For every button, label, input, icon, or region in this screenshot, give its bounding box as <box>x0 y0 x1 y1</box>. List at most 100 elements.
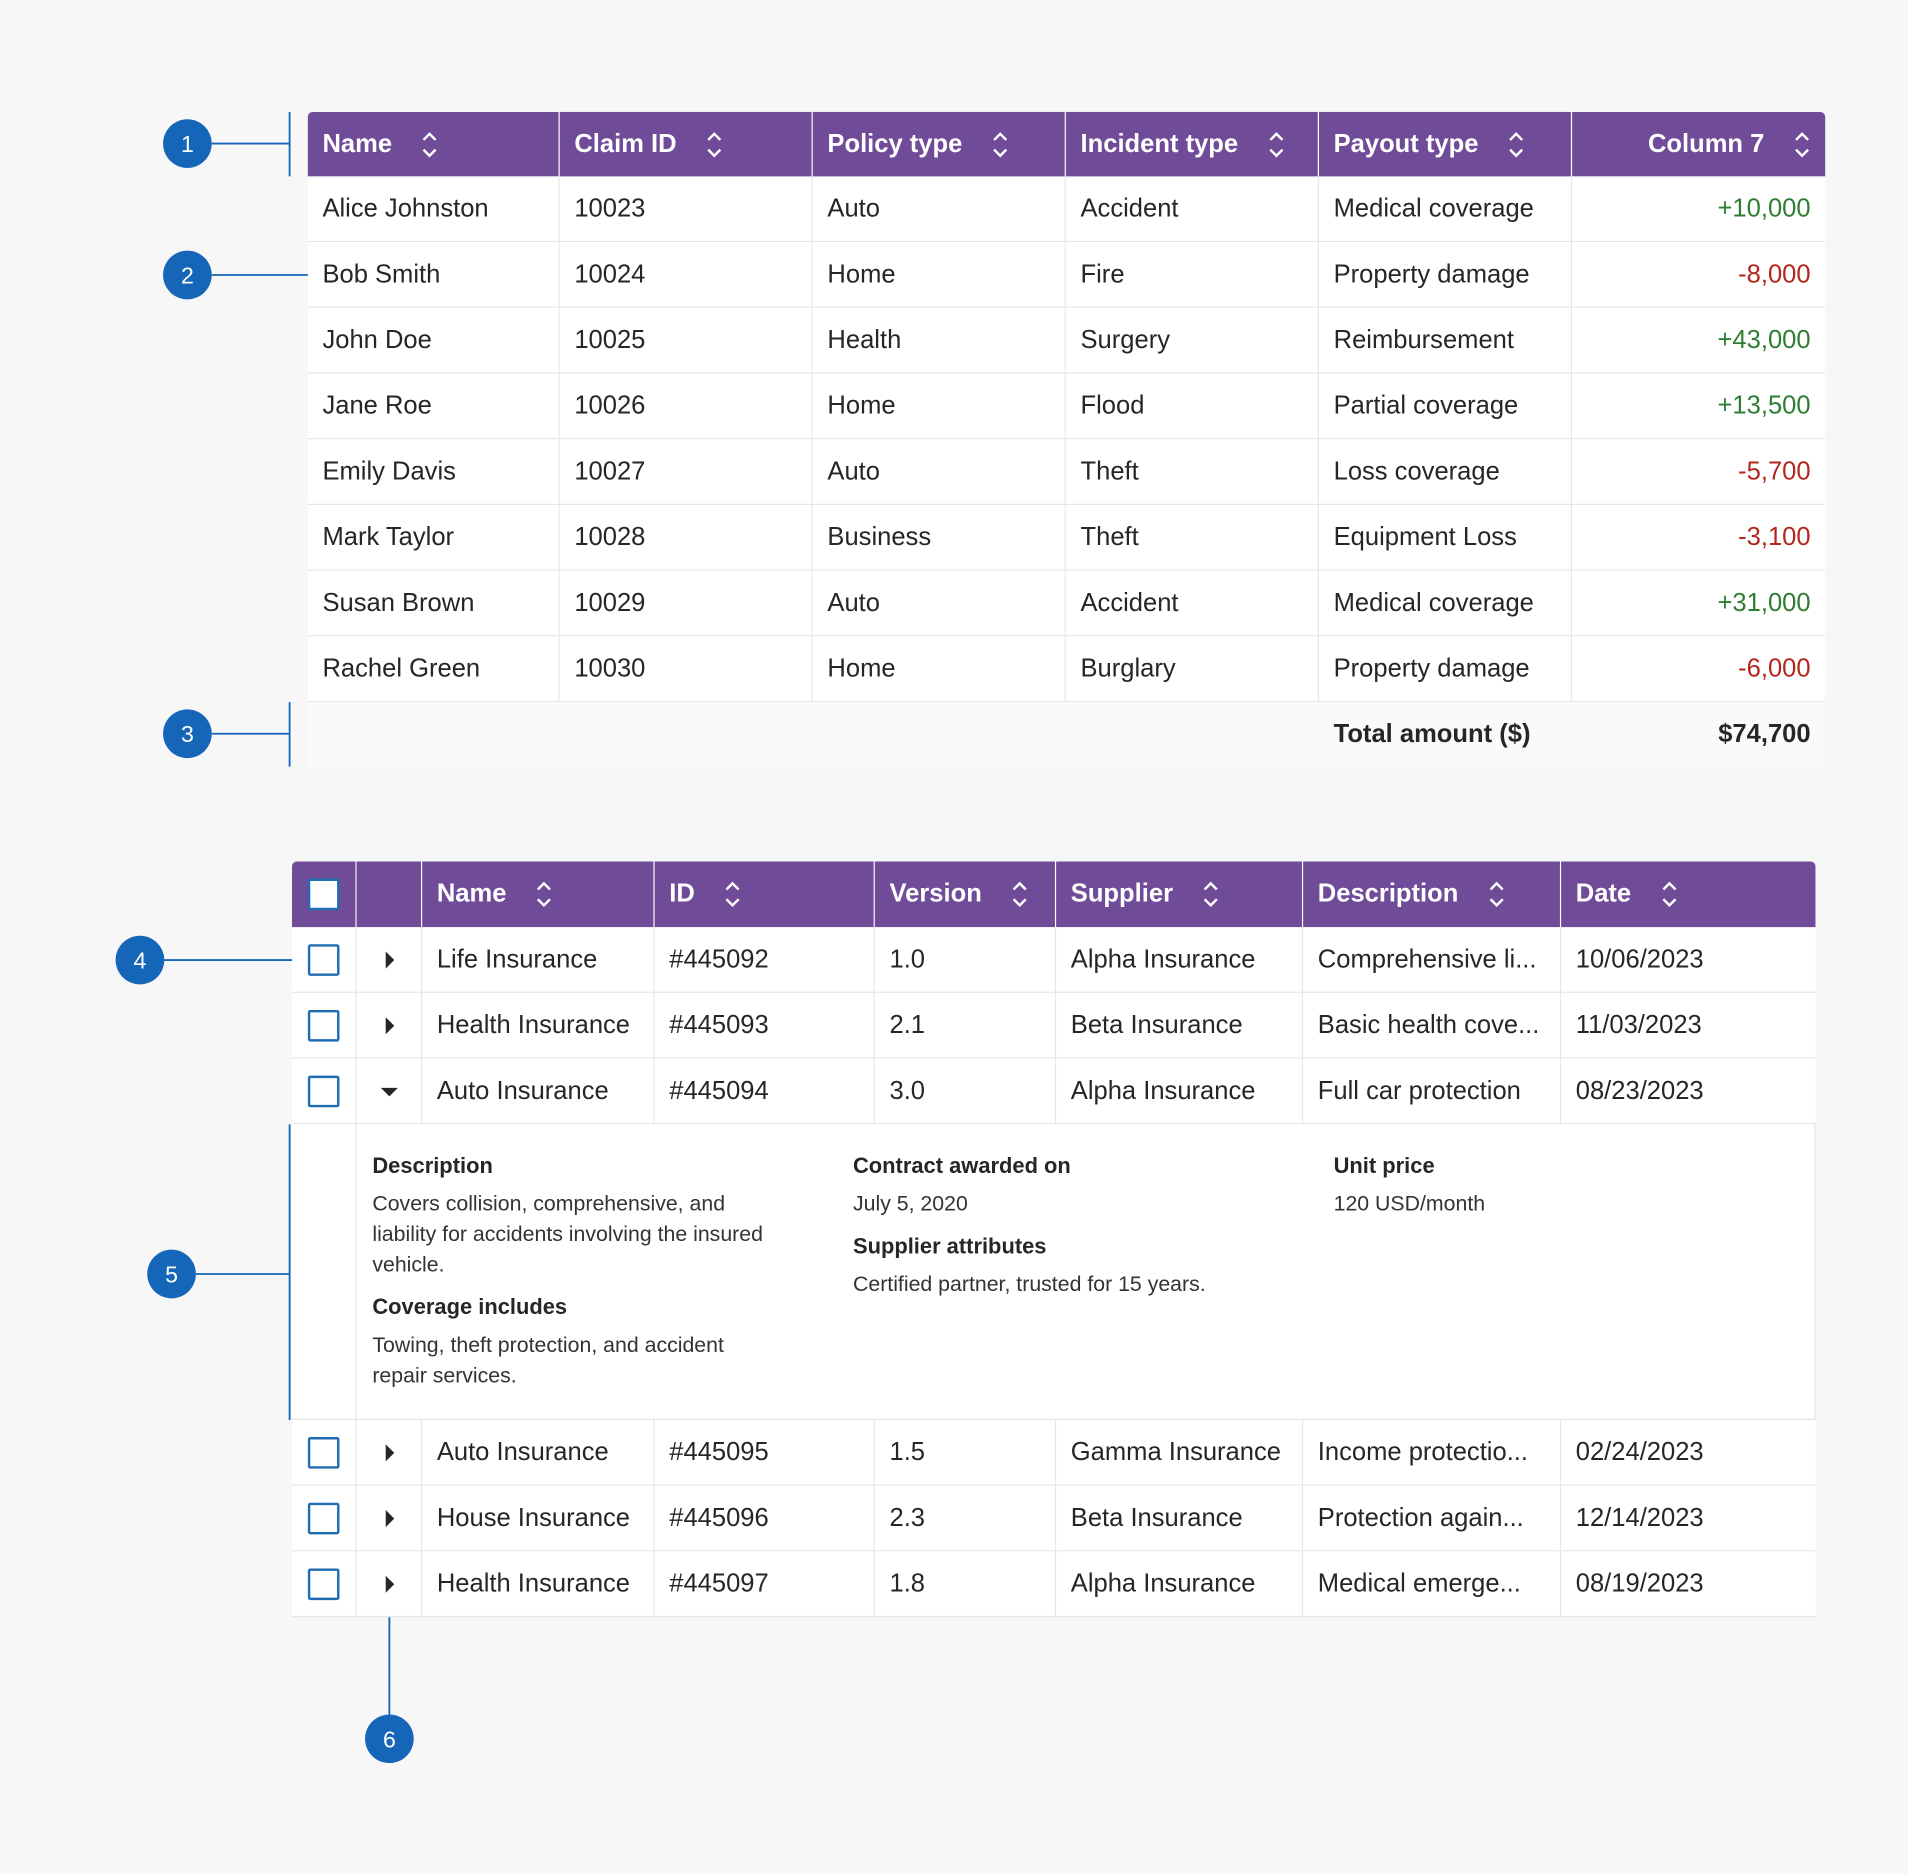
footer-label: Total amount ($) <box>1333 719 1531 748</box>
header-label: Name <box>436 879 507 908</box>
callout-badge <box>147 1249 196 1299</box>
expand-toggle[interactable] <box>379 1443 398 1462</box>
sort-icon[interactable] <box>1794 130 1811 159</box>
sort-icon[interactable] <box>1202 880 1219 909</box>
column-header[interactable]: Name <box>422 861 655 928</box>
column-header[interactable]: Version <box>874 861 1057 928</box>
callout-number: 5 <box>165 1262 178 1288</box>
expand-toggle[interactable] <box>379 1015 398 1034</box>
sort-down <box>1795 148 1810 157</box>
table-cell: Alpha Insurance <box>1056 1551 1304 1618</box>
column-header[interactable]: Date <box>1561 861 1816 928</box>
row-checkbox[interactable] <box>307 1009 340 1041</box>
table-cell: 2.3 <box>874 1485 1057 1552</box>
table-cell: Burglary <box>1065 636 1320 703</box>
table-cell: 10027 <box>559 439 813 505</box>
callout-number: 6 <box>383 1726 396 1752</box>
table-cell: Accident <box>1065 176 1320 243</box>
sort-up <box>1268 131 1283 141</box>
table-cell: 1.8 <box>874 1551 1057 1618</box>
caret <box>385 950 394 968</box>
table-cell: Mark Taylor <box>307 504 560 571</box>
expand-cell <box>356 1420 423 1486</box>
sort-icon[interactable] <box>421 130 438 159</box>
select-all-header <box>292 861 357 928</box>
sort-icon[interactable] <box>706 130 723 159</box>
table-cell: Auto <box>812 570 1066 637</box>
table-cell: Partial coverage <box>1319 373 1573 440</box>
table-cell: Beta Insurance <box>1056 1485 1304 1552</box>
sort-icon[interactable] <box>724 880 741 909</box>
column-header[interactable]: Payout type <box>1319 111 1573 177</box>
table-cell: 02/24/2023 <box>1561 1420 1816 1486</box>
column-header[interactable]: Supplier <box>1056 861 1304 928</box>
table-cell: Alpha Insurance <box>1056 1058 1304 1125</box>
header-label: Version <box>889 879 982 908</box>
caret <box>385 1016 394 1034</box>
sort-icon[interactable] <box>1508 130 1525 159</box>
sort-icon[interactable] <box>1267 130 1284 159</box>
expand-toggle[interactable] <box>379 950 398 969</box>
table-cell: -6,000 <box>1572 636 1826 703</box>
table-cell: Full car protection <box>1303 1058 1562 1125</box>
table-cell: Surgery <box>1065 307 1320 374</box>
table-cell: Accident <box>1065 570 1320 637</box>
table-cell: Medical coverage <box>1319 570 1573 637</box>
header-label: Date <box>1575 879 1632 908</box>
table-cell: 08/19/2023 <box>1561 1551 1816 1618</box>
sort-up <box>537 881 552 891</box>
column-header[interactable]: Policy type <box>812 111 1066 177</box>
sort-icon[interactable] <box>536 880 553 909</box>
sort-icon[interactable] <box>1488 880 1505 909</box>
table-cell: 10026 <box>559 373 813 440</box>
expand-toggle[interactable] <box>379 1508 398 1527</box>
table-cell: Health <box>812 307 1066 374</box>
row-checkbox[interactable] <box>307 1436 340 1469</box>
detail-title: Description <box>372 1153 493 1178</box>
column-header[interactable]: Incident type <box>1065 111 1320 177</box>
table-cell: Home <box>812 636 1066 703</box>
table-cell: Equipment Loss <box>1319 504 1573 571</box>
detail-column: Unit price 120 USD/month <box>1334 1154 1736 1234</box>
sort-up <box>1661 881 1676 891</box>
table-cell: #445095 <box>654 1420 875 1486</box>
callout-badge <box>163 709 212 759</box>
table-cell: Medical emerge... <box>1303 1551 1562 1618</box>
expand-cell <box>356 927 423 993</box>
column-header[interactable]: Description <box>1303 861 1562 928</box>
table-cell: 1.5 <box>874 1420 1057 1486</box>
sort-icon[interactable] <box>1011 880 1028 909</box>
table-cell: 11/03/2023 <box>1561 992 1816 1059</box>
callout-number: 2 <box>181 263 194 289</box>
table-cell: Home <box>812 242 1066 308</box>
sort-icon[interactable] <box>992 130 1009 159</box>
row-checkbox[interactable] <box>307 1567 340 1600</box>
table-cell: 10030 <box>559 636 813 703</box>
row-checkbox[interactable] <box>307 943 340 976</box>
sort-icon[interactable] <box>1660 880 1677 909</box>
table-cell: Auto Insurance <box>422 1058 655 1125</box>
expand-toggle[interactable] <box>379 1081 398 1100</box>
table-cell: Gamma Insurance <box>1056 1420 1304 1486</box>
expand-toggle[interactable] <box>379 1574 398 1593</box>
table-cell: Beta Insurance <box>1056 992 1304 1059</box>
table-cell: -3,100 <box>1572 504 1826 571</box>
column-header[interactable]: Name <box>307 111 560 177</box>
sort-down <box>725 898 740 908</box>
select-all-checkbox[interactable] <box>307 878 340 911</box>
callout-badge <box>163 250 212 300</box>
table-cell: Flood <box>1065 373 1320 440</box>
table-cell: #445092 <box>654 927 875 993</box>
column-header[interactable]: ID <box>654 861 875 928</box>
column-header[interactable]: Column 7 <box>1572 111 1826 177</box>
column-header[interactable]: Claim ID <box>559 111 813 177</box>
table-cell: John Doe <box>307 307 560 374</box>
row-checkbox[interactable] <box>307 1502 340 1534</box>
header-label: Supplier <box>1070 879 1174 908</box>
callout-badge <box>365 1714 414 1764</box>
row-checkbox[interactable] <box>307 1075 340 1107</box>
table-cell: Fire <box>1065 242 1320 308</box>
table-cell: Theft <box>1065 439 1320 505</box>
sort-down <box>422 148 437 157</box>
